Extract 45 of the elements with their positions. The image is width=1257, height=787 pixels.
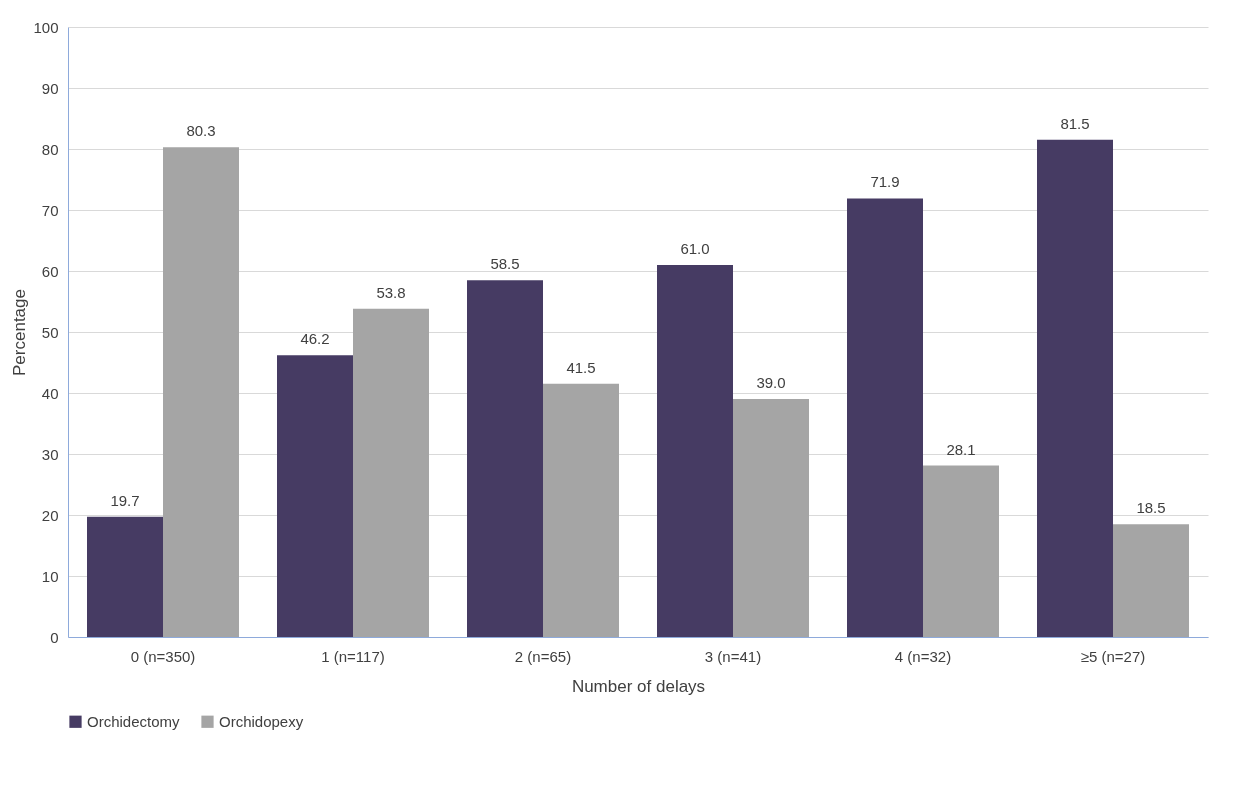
y-tick-label: 50: [41, 323, 59, 341]
data-label: 18.5: [1136, 499, 1166, 517]
bar: [353, 308, 429, 637]
data-label: 80.3: [186, 122, 216, 140]
data-label: 41.5: [566, 358, 596, 376]
bar: [1037, 139, 1113, 637]
y-axis-title: Percentage: [10, 289, 30, 376]
y-tick-label: 40: [41, 384, 59, 402]
data-label: 58.5: [490, 255, 520, 273]
bar: [847, 198, 923, 637]
y-tick-label: 30: [41, 445, 59, 463]
x-tick-label: 3 (n=41): [704, 647, 762, 665]
legend-label: Orchidectomy: [87, 712, 181, 730]
bar: [163, 147, 239, 637]
data-label: 28.1: [946, 440, 976, 458]
x-tick-label: ≥5 (n=27): [1080, 647, 1146, 665]
legend-label: Orchidopexy: [219, 712, 304, 730]
y-tick-label: 70: [41, 201, 59, 219]
y-tick-label: 0: [50, 628, 59, 646]
data-label: 71.9: [870, 173, 900, 191]
y-tick-label: 60: [41, 262, 59, 280]
bar: [87, 516, 163, 637]
y-tick-label: 100: [33, 18, 59, 36]
bar: [277, 355, 353, 637]
bar: [543, 383, 619, 637]
bar: [1113, 524, 1189, 637]
bar: [467, 280, 543, 637]
x-tick-label: 4 (n=32): [894, 647, 952, 665]
data-label: 81.5: [1060, 114, 1090, 132]
data-label: 19.7: [110, 491, 140, 509]
bar: [657, 264, 733, 637]
bar: [733, 399, 809, 637]
y-tick-label: 20: [41, 506, 59, 524]
y-tick-label: 80: [41, 140, 59, 158]
x-tick-label: 2 (n=65): [514, 647, 572, 665]
data-label: 61.0: [680, 239, 710, 257]
x-tick-label: 0 (n=350): [130, 647, 196, 665]
data-label: 39.0: [756, 374, 786, 392]
x-axis-title: Number of delays: [571, 676, 706, 696]
x-tick-label: 1 (n=117): [321, 647, 385, 665]
y-tick-label: 90: [41, 79, 59, 97]
y-tick-label: 10: [41, 567, 59, 585]
data-label: 46.2: [300, 330, 330, 348]
bar: [923, 465, 999, 637]
data-label: 53.8: [376, 283, 406, 301]
